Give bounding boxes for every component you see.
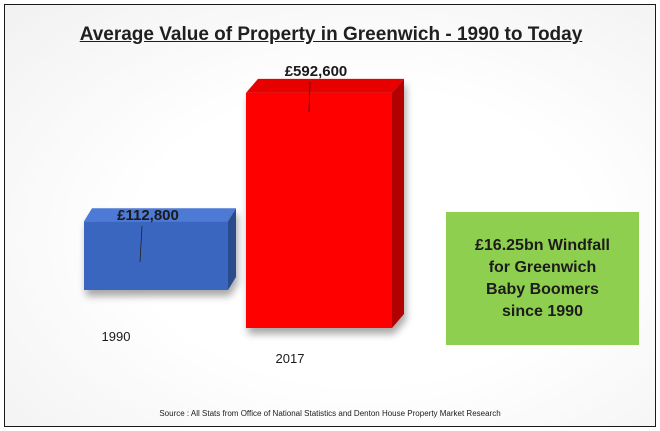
bar-side-1990 (228, 208, 236, 290)
windfall-callout-box: £16.25bn Windfall for Greenwich Baby Boo… (446, 212, 639, 345)
bar-1990 (84, 208, 236, 290)
callout-line-2: for Greenwich (488, 258, 597, 276)
bar-side-2017 (392, 78, 404, 328)
leader-line-2017 (308, 81, 311, 113)
callout-line-3: Baby Boomers (486, 280, 599, 298)
category-label-2017: 2017 (276, 351, 305, 366)
bar-2017 (246, 78, 404, 328)
data-label-2017: £592,600 (285, 63, 348, 80)
source-note: Source : All Stats from Office of Nation… (159, 409, 501, 418)
bar-front-2017 (246, 92, 392, 328)
chart-title: Average Value of Property in Greenwich -… (79, 24, 583, 45)
bar-front-1990 (84, 221, 228, 290)
category-label-1990: 1990 (102, 329, 131, 344)
callout-line-4: since 1990 (502, 302, 583, 320)
callout-line-1: £16.25bn Windfall (475, 236, 610, 254)
data-label-1990: £112,800 (117, 207, 179, 224)
bar-top-1990 (84, 208, 236, 222)
bar-top-2017 (246, 78, 404, 93)
leader-line-1990 (139, 225, 143, 263)
